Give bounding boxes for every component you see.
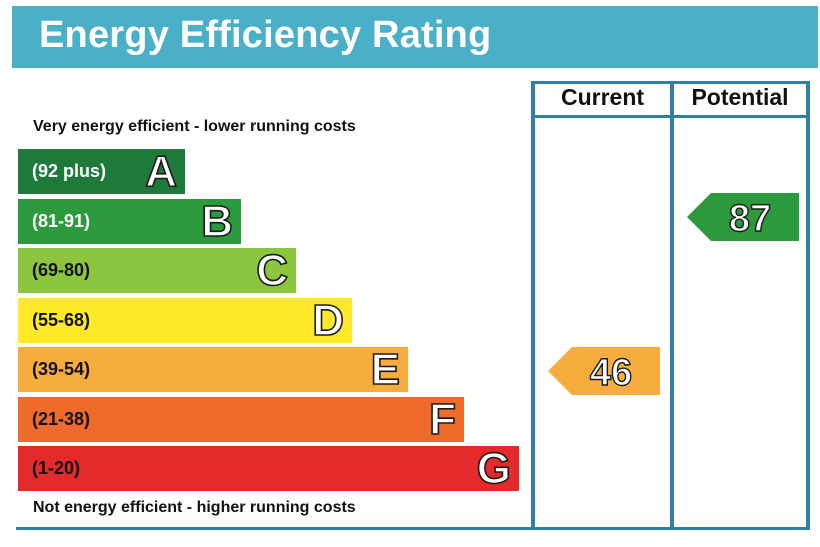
band-a: (92 plus) A bbox=[18, 146, 185, 197]
potential-rating-arrow: 87 bbox=[687, 193, 799, 241]
rule-top bbox=[531, 81, 808, 84]
band-g: (1-20) G bbox=[18, 443, 519, 494]
title-banner: Energy Efficiency Rating bbox=[12, 6, 818, 68]
band-c: (69-80) C bbox=[18, 245, 296, 296]
band-b: (81-91) B bbox=[18, 196, 241, 247]
rule-col-right bbox=[806, 81, 810, 529]
band-letter: A bbox=[144, 146, 177, 197]
band-e: (39-54) E bbox=[18, 344, 408, 395]
rule-col-mid bbox=[670, 81, 674, 529]
rule-col-left bbox=[531, 81, 535, 529]
potential-rating-arrow-shape bbox=[687, 193, 799, 241]
column-header-current: Current bbox=[560, 84, 645, 110]
note-inefficient: Not energy efficient - higher running co… bbox=[33, 499, 356, 516]
current-rating-arrow: 46 bbox=[548, 347, 660, 395]
rule-header-bottom bbox=[531, 115, 808, 118]
column-header-potential: Potential bbox=[691, 84, 789, 110]
band-range-label: (55-68) bbox=[32, 310, 91, 330]
potential-rating-value: 87 bbox=[729, 198, 771, 240]
note-efficient: Very energy efficient - lower running co… bbox=[33, 118, 356, 135]
current-rating-arrow-shape bbox=[548, 347, 660, 395]
band-letter: F bbox=[428, 394, 456, 445]
band-range-label: (92 plus) bbox=[32, 161, 107, 181]
band-d: (55-68) D bbox=[18, 295, 352, 346]
page-title: Energy Efficiency Rating bbox=[39, 14, 492, 56]
band-letter: G bbox=[476, 443, 512, 494]
band-f: (21-38) F bbox=[18, 394, 464, 445]
band-range-label: (21-38) bbox=[32, 409, 91, 429]
band-range-label: (39-54) bbox=[32, 359, 91, 379]
band-range-label: (1-20) bbox=[32, 458, 81, 478]
band-letter: D bbox=[311, 295, 344, 346]
band-letter: C bbox=[255, 245, 288, 296]
band-range-label: (69-80) bbox=[32, 260, 91, 280]
band-range-label: (81-91) bbox=[32, 211, 91, 231]
rule-bottom bbox=[16, 527, 810, 530]
band-letter: B bbox=[200, 196, 233, 247]
band-letter: E bbox=[370, 344, 401, 395]
current-rating-value: 46 bbox=[590, 352, 632, 394]
